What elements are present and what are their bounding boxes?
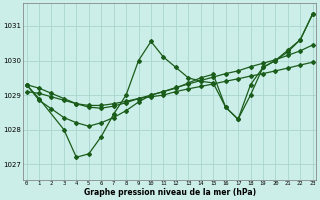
X-axis label: Graphe pression niveau de la mer (hPa): Graphe pression niveau de la mer (hPa): [84, 188, 256, 197]
